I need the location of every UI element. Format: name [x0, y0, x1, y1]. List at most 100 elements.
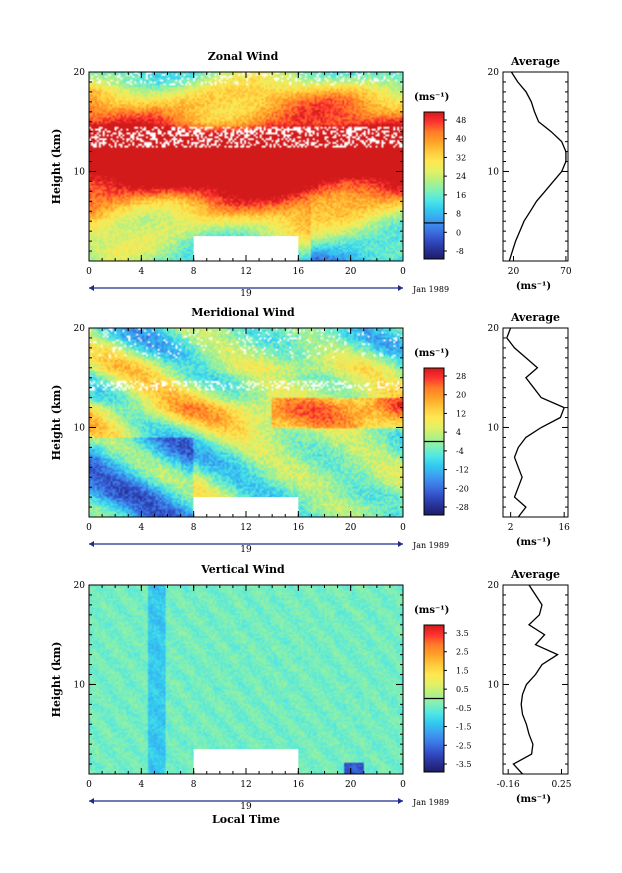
- x-tick-label: 4: [138, 267, 144, 277]
- colorbar-label: 4: [456, 428, 461, 437]
- y-tick-label: 20: [74, 68, 86, 78]
- panel-2: Meridional Wind 0 4 8 12 16 20 0 20 10 Height (km)…: [50, 306, 570, 555]
- date-day-label: 19: [240, 289, 252, 299]
- data-gap: [193, 497, 299, 518]
- colorbar-label: 8: [456, 210, 461, 219]
- panel-title: Vertical Wind: [200, 563, 285, 576]
- profile-x-tick-label: 16: [558, 523, 570, 533]
- profile-frame: [502, 584, 569, 775]
- profile-x-tick-label: 20: [508, 267, 520, 277]
- colorbar-label: 20: [456, 391, 466, 400]
- x-tick-label: 0: [86, 523, 92, 533]
- colorbar-label: -3.5: [456, 760, 471, 769]
- colorbar-label: 48: [456, 116, 466, 125]
- x-tick-label: 8: [191, 780, 197, 790]
- colorbar-unit-label: (ms⁻¹): [414, 348, 449, 359]
- x-tick-label: 20: [345, 267, 357, 277]
- profile-y-tick-label: 10: [488, 167, 500, 177]
- colorbar-label: 0.5: [456, 685, 469, 694]
- profile-y-tick-label: 20: [488, 324, 500, 334]
- x-tick-label: 12: [240, 267, 251, 277]
- profile-x-unit: (ms⁻¹): [516, 281, 551, 292]
- colorbar-label: -2.5: [456, 741, 471, 750]
- colorbar-label: 40: [456, 135, 466, 144]
- x-tick-label: 4: [138, 780, 144, 790]
- colorbar-label: 24: [456, 172, 466, 181]
- profile-x-tick-label: 0.25: [551, 780, 571, 790]
- profile-y-tick-label: 20: [488, 68, 500, 78]
- heatmap-image: [89, 585, 403, 774]
- colorbar-label: -0.5: [456, 704, 471, 713]
- x-tick-label: 8: [191, 523, 197, 533]
- x-tick-label: 8: [191, 267, 197, 277]
- colorbar-label: 16: [456, 191, 466, 200]
- x-tick-label: 16: [293, 523, 305, 533]
- colorbar-label: -12: [456, 466, 469, 475]
- colorbar-label: -20: [456, 484, 469, 493]
- x-tick-label: 16: [293, 267, 305, 277]
- profile-title: Average: [510, 55, 560, 68]
- y-tick-label: 20: [74, 324, 86, 334]
- y-axis-label: Height (km): [50, 642, 63, 718]
- panel-3: Vertical Wind 0 4 8 12 16 20 0 20 10 Height (km) 19…: [50, 563, 572, 826]
- profile-x-tick-label: -0.16: [497, 780, 520, 790]
- date-bar-arrow: [398, 541, 403, 547]
- x-tick-label: 4: [138, 523, 144, 533]
- colorbar-unit-label: (ms⁻¹): [414, 92, 449, 103]
- date-month-label: Jan 1989: [412, 285, 449, 294]
- colorbar-label: 12: [456, 409, 466, 418]
- profile-y-tick-label: 10: [488, 680, 500, 690]
- x-tick-label: 12: [240, 523, 251, 533]
- colorbar-label: -4: [456, 447, 464, 456]
- date-bar-arrow: [89, 285, 94, 291]
- y-tick-label: 10: [74, 423, 86, 433]
- colorbar-label: 32: [456, 153, 466, 162]
- y-axis-label: Height (km): [50, 385, 63, 461]
- profile-title: Average: [510, 568, 560, 581]
- profile-y-tick-label: 20: [488, 581, 500, 591]
- profile-title: Average: [510, 311, 560, 324]
- colorbar-label: 3.5: [456, 629, 469, 638]
- heatmap-image: [89, 328, 403, 517]
- date-month-label: Jan 1989: [412, 798, 449, 807]
- y-tick-label: 20: [74, 581, 86, 591]
- colorbar-label: 1.5: [456, 666, 469, 675]
- x-tick-label: 20: [345, 523, 357, 533]
- y-tick-label: 10: [74, 167, 86, 177]
- colorbar: [423, 111, 445, 260]
- x-tick-label: 0: [86, 267, 92, 277]
- date-day-label: 19: [240, 802, 252, 812]
- x-tick-label: 0: [400, 523, 406, 533]
- x-axis-label: Local Time: [212, 813, 280, 826]
- colorbar-label: -1.5: [456, 723, 471, 732]
- colorbar-unit-label: (ms⁻¹): [414, 605, 449, 616]
- profile-frame: [502, 327, 569, 518]
- colorbar-label: -28: [456, 503, 469, 512]
- profile-line: [508, 71, 567, 262]
- profile-x-unit: (ms⁻¹): [516, 794, 551, 805]
- panel-title: Meridional Wind: [191, 306, 295, 319]
- x-tick-label: 20: [345, 780, 357, 790]
- profile-line: [512, 584, 559, 775]
- date-month-label: Jan 1989: [412, 541, 449, 550]
- date-bar-arrow: [398, 798, 403, 804]
- profile-line: [506, 327, 566, 518]
- date-bar-arrow: [89, 541, 94, 547]
- profile-x-unit: (ms⁻¹): [516, 537, 551, 548]
- y-tick-label: 10: [74, 680, 86, 690]
- date-day-label: 19: [240, 545, 252, 555]
- x-tick-label: 0: [86, 780, 92, 790]
- colorbar-label: 0: [456, 228, 461, 237]
- profile-y-tick-label: 10: [488, 423, 500, 433]
- colorbar-label: 2.5: [456, 648, 469, 657]
- panel-title: Zonal Wind: [208, 50, 279, 63]
- heatmap-image: [89, 72, 403, 261]
- profile-frame: [502, 71, 569, 262]
- date-bar-arrow: [89, 798, 94, 804]
- x-tick-label: 0: [400, 780, 406, 790]
- colorbar-label: -8: [456, 247, 464, 256]
- y-axis-label: Height (km): [50, 129, 63, 205]
- x-tick-label: 0: [400, 267, 406, 277]
